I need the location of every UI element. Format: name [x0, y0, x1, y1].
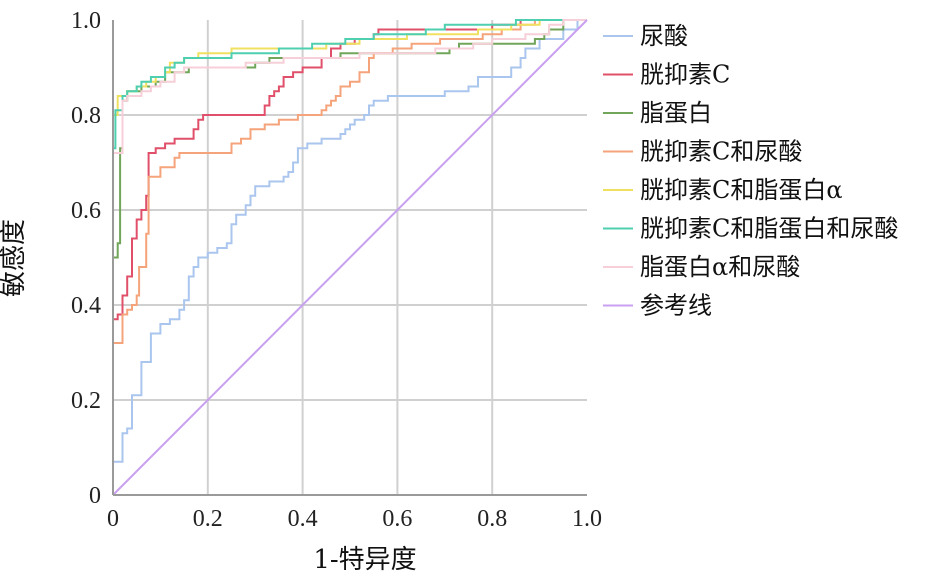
y-tick-label: 0.8: [71, 103, 101, 129]
legend-label: 尿酸: [640, 22, 688, 50]
x-tick-labels: 0 0.2 0.4 0.6 0.8 1.0: [107, 506, 602, 532]
legend-label: 胱抑素C: [640, 61, 730, 89]
legend-label: 脂蛋白: [640, 99, 712, 127]
axes: [112, 20, 587, 496]
y-tick-label: 1.0: [71, 8, 101, 34]
series-line-3: [112, 19, 587, 495]
y-tick-label: 0.2: [71, 388, 101, 414]
series-lines: [112, 19, 588, 496]
y-tick-label: 0.6: [71, 198, 101, 224]
x-axis-label: 1-特异度: [313, 545, 416, 575]
legend-label: 脂蛋白α和尿酸: [640, 253, 800, 281]
x-tick-label: 0.2: [193, 506, 223, 532]
series-line-0: [112, 19, 587, 495]
series-line-6: [112, 19, 587, 495]
y-tick-label: 0.4: [71, 293, 101, 319]
legend-label: 胱抑素C和脂蛋白和尿酸: [640, 215, 898, 243]
legend-label: 胱抑素C和尿酸: [640, 138, 802, 166]
x-tick-label: 1.0: [572, 506, 602, 532]
x-tick-label: 0.6: [382, 506, 412, 532]
legend-label: 胱抑素C和脂蛋白α: [640, 176, 843, 204]
y-tick-labels: 0 0.2 0.4 0.6 0.8 1.0: [71, 8, 101, 509]
x-tick-label: 0.4: [288, 506, 318, 532]
y-axis-label: 敏感度: [0, 219, 29, 297]
x-tick-label: 0.8: [477, 506, 507, 532]
legend-label: 参考线: [640, 292, 712, 320]
series-line-7: [112, 19, 588, 496]
grid-lines: [113, 20, 587, 495]
y-tick-label: 0: [89, 483, 101, 509]
x-tick-label: 0: [107, 506, 119, 532]
